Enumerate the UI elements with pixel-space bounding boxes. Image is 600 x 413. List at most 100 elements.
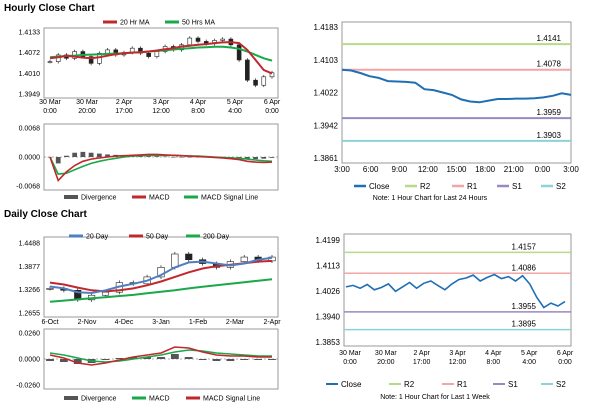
hourly-macd-divergence-bar	[105, 154, 110, 157]
legend-hourly-levels-label: S1	[512, 182, 522, 191]
hourly-levels-ytick: 1.3861	[314, 154, 339, 163]
hourly-levels-xtick: 9:00	[391, 165, 407, 174]
hourly-levels-xtick: 12:00	[418, 165, 439, 174]
hourly-price-xtick: 0:00	[265, 108, 279, 115]
hourly-levels-xtick: 3:00	[563, 165, 579, 174]
daily-macd-signal-line	[49, 349, 272, 363]
hourly-levels-xtick: 15:00	[446, 165, 467, 174]
daily-price-xtick: 6-Oct	[41, 319, 58, 326]
daily-price-candle	[171, 253, 179, 268]
hourly-price-candle	[88, 56, 94, 64]
hourly-macd-divergence-bar	[96, 153, 102, 157]
daily-levels-xtick: 20:00	[377, 359, 395, 366]
hourly-macd-divergence-bar	[80, 151, 86, 157]
daily-macd-divergence-bar	[73, 359, 82, 364]
legend-daily-levels-label: S2	[556, 380, 566, 389]
hourly-price-xtick: 0:00	[43, 108, 57, 115]
hourly-price-xtick: 20:00	[78, 108, 96, 115]
hourly-levels-xtick: 6:00	[363, 165, 379, 174]
daily-level-s2-label: 1.3895	[512, 320, 537, 329]
daily-200day-line	[49, 278, 273, 303]
daily-levels-xtick: 4:00	[522, 359, 536, 366]
legend-hourly-levels-label: Close	[369, 182, 390, 191]
hourly-price-candle	[253, 79, 258, 86]
legend-hourly-signal-label: MACD Signal Line	[201, 195, 258, 202]
hourly-price-xtick: 30 Mar	[76, 99, 98, 106]
daily-levels-xtick: 5 Apr	[521, 350, 538, 357]
daily-price-xtick: 2-Apr	[263, 319, 281, 326]
hourly-levels-frame	[341, 21, 572, 164]
hourly-level-r1-label: 1.4078	[537, 60, 562, 69]
daily-macd-divergence-bar	[226, 359, 235, 361]
hourly-price-ytick: 1.3949	[19, 92, 41, 99]
daily-macd-divergence-bar	[184, 357, 193, 359]
daily-price-candle	[46, 288, 54, 290]
daily-macd-line	[49, 346, 272, 366]
daily-price-ytick: 1.3266	[19, 287, 41, 294]
daily-levels-ytick: 1.3853	[316, 338, 341, 347]
daily-macd-divergence-bar	[59, 359, 68, 362]
legend-20day-label: 20 Day	[86, 234, 109, 241]
daily-level-r1-label: 1.4086	[512, 263, 537, 272]
hourly-price-candle	[47, 61, 53, 63]
hourly-price-candle	[245, 59, 250, 81]
daily-levels-xtick: 30 Mar	[375, 350, 397, 357]
daily-price-xtick: 4-Dec	[115, 319, 134, 326]
daily-macd-divergence-bar	[254, 359, 263, 360]
hourly-levels-ytick: 1.3942	[314, 121, 339, 130]
hourly-price-xtick: 4 Apr	[190, 99, 207, 106]
legend-hourly-levels-label: R1	[467, 182, 478, 191]
legend-daily-divergence-label: Divergence	[81, 396, 117, 403]
daily-levels-xtick: 17:00	[413, 359, 431, 366]
daily-macd-divergence-bar	[170, 354, 179, 359]
hourly-price-candle	[195, 37, 201, 42]
hourly-macd-divergence-bar	[88, 152, 94, 157]
hourly-macd-divergence-bar	[55, 157, 61, 164]
daily-macd-ytick: 0.0260	[19, 331, 41, 338]
legend-hourly-macd-label: MACD	[149, 195, 170, 202]
daily-macd-divergence-bar	[101, 359, 110, 360]
hourly-price-xtick: 12:00	[152, 108, 170, 115]
hourly-macd-divergence-bar	[170, 157, 176, 158]
hourly-macd-ytick: -0.0068	[16, 184, 40, 191]
hourly-macd-divergence-bar	[244, 157, 250, 160]
daily-macd-divergence-bar	[129, 357, 138, 359]
legend-daily-levels-label: R2	[404, 380, 415, 389]
hourly-macd-divergence-bar	[162, 156, 168, 158]
hourly-macd-divergence-bar	[179, 157, 184, 158]
hourly-price-ytick: 1.4010	[19, 71, 41, 78]
hourly-price-xtick: 6 Apr	[264, 99, 281, 106]
hourly-price-xtick: 30 Mar	[39, 99, 61, 106]
daily-price-ytick: 1.2655	[19, 311, 41, 318]
hourly-macd-ytick: 0.0000	[19, 155, 41, 162]
hourly-price-candle	[138, 47, 143, 54]
hourly-price-candle	[220, 38, 225, 41]
daily-level-r2-label: 1.4157	[512, 242, 537, 251]
daily-macd-divergence-bar	[143, 357, 152, 359]
hourly-macd-divergence-bar	[72, 152, 78, 157]
daily-levels-xtick: 0:00	[558, 359, 572, 366]
hourly-price-candle	[146, 52, 151, 57]
daily-levels-ytick: 1.4113	[316, 262, 340, 271]
daily-levels-xtick: 8:00	[487, 359, 501, 366]
hourly-levels-xtick: 18:00	[475, 165, 496, 174]
hourly-price-ytick: 1.4133	[19, 30, 41, 37]
hourly-price-candle	[236, 44, 242, 61]
hourly-level-s1-label: 1.3959	[537, 108, 562, 117]
hourly-macd-divergence-bar	[187, 157, 193, 158]
hourly-macd-divergence-bar	[146, 156, 152, 157]
daily-close-line	[345, 273, 566, 309]
daily-price-xtick: 3-Jan	[152, 319, 170, 326]
legend-daily-levels-label: Close	[341, 380, 362, 389]
hourly-price-candle	[154, 51, 160, 57]
daily-macd-divergence-bar	[240, 359, 249, 360]
hourly-price-ytick: 1.4072	[19, 50, 41, 57]
hourly-close-line	[341, 68, 572, 104]
legend-20hr-ma-label: 20 Hr MA	[120, 20, 150, 27]
hourly-levels-note: Note: 1 Hour Chart for Last 24 Hours	[373, 195, 488, 202]
hourly-price-candle	[105, 49, 110, 54]
hourly-section-title: Hourly Close Chart	[4, 3, 95, 14]
hourly-levels-ytick: 1.4183	[314, 23, 339, 32]
daily-macd-divergence-bar	[46, 359, 54, 361]
